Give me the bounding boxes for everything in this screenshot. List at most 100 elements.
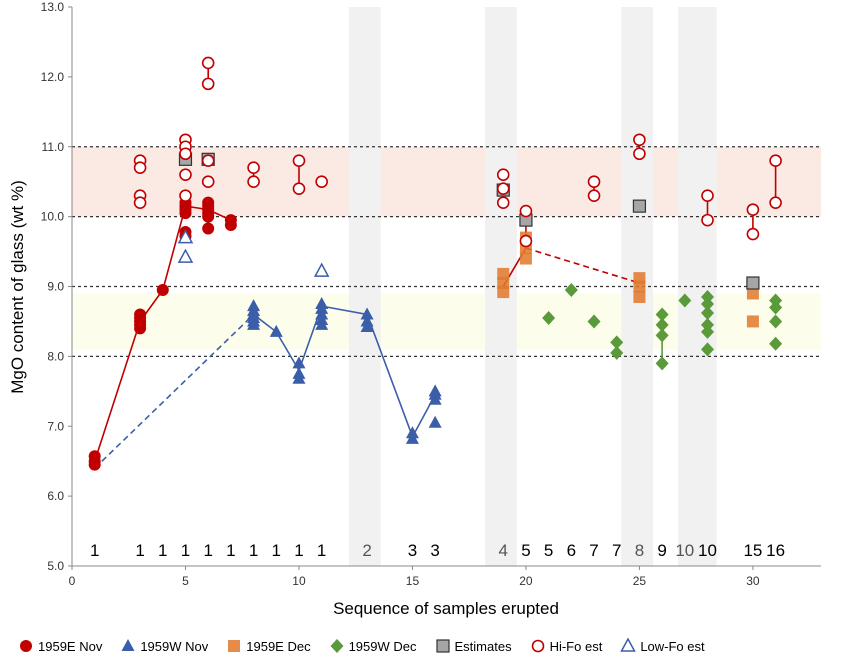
- legend: 1959E Nov 1959W Nov 1959E Dec 1959W Dec Esti…: [18, 636, 838, 656]
- legend-marker: [330, 639, 344, 653]
- y-axis-title: MgO content of glass (wt %): [8, 180, 27, 394]
- point-hi-fo-est: [769, 196, 782, 209]
- legend-marker: [435, 639, 450, 653]
- legend-item: Hi-Fo est: [530, 638, 602, 654]
- point-hi-fo-est: [769, 154, 782, 168]
- point-1959e-dec: [497, 267, 510, 280]
- point-1959w-nov: [360, 307, 374, 320]
- point-1959w-dec: [587, 314, 601, 329]
- x-axis-title: Sequence of samples erupted: [333, 599, 559, 618]
- point-hi-fo-est: [179, 168, 192, 181]
- legend-marker-shape: [531, 639, 544, 653]
- point-1959w-nov: [405, 431, 419, 444]
- episode-label: 5: [521, 541, 530, 560]
- legend-item: 1959W Nov: [120, 638, 208, 654]
- point-hi-fo-est: [201, 154, 215, 168]
- legend-item: 1959E Nov: [18, 638, 102, 654]
- x-tick-label: 5: [182, 574, 189, 588]
- point-1959e-nov: [88, 458, 101, 471]
- point-1959e-dec: [519, 252, 532, 265]
- point-hi-fo-est: [247, 175, 260, 188]
- y-tick-label: 8.0: [47, 349, 64, 363]
- point-1959w-dec: [655, 317, 669, 332]
- point-1959e-nov: [179, 207, 192, 220]
- point-low-fo-est: [313, 262, 330, 277]
- legend-item: Low-Fo est: [620, 638, 705, 654]
- point-hi-fo-est: [133, 196, 147, 209]
- legend-marker-shape: [20, 640, 32, 652]
- episode-label: 5: [544, 541, 553, 560]
- episode-label: 4: [499, 541, 508, 560]
- reference-lines: [72, 146, 821, 357]
- episode-label: 16: [766, 541, 785, 560]
- point-1959e-nov: [224, 219, 237, 232]
- x-tick-label: 25: [633, 574, 647, 588]
- point-hi-fo-est: [701, 213, 714, 227]
- point-hi-fo-est: [746, 203, 760, 216]
- trend-lines: [93, 62, 777, 469]
- point-1959e-dec: [497, 277, 510, 290]
- point-1959e-dec: [633, 280, 646, 293]
- point-1959w-dec: [542, 310, 556, 325]
- point-1959e-dec: [746, 315, 759, 328]
- data-points: [88, 56, 783, 471]
- point-1959w-dec: [701, 342, 715, 357]
- legend-marker: [121, 639, 135, 651]
- point-estimates: [746, 276, 760, 290]
- episode-label: 1: [226, 541, 235, 560]
- legend-marker: [20, 640, 32, 652]
- point-1959w-nov: [315, 317, 329, 330]
- point-hi-fo-est: [179, 147, 192, 161]
- point-1959w-dec: [655, 356, 669, 371]
- point-1959w-nov: [428, 415, 442, 428]
- y-tick-label: 10.0: [41, 210, 65, 224]
- episode-label: 10: [675, 541, 694, 560]
- point-1959e-dec: [497, 286, 510, 299]
- point-hi-fo-est: [496, 168, 510, 181]
- episode-label: 1: [181, 541, 190, 560]
- point-1959w-dec: [610, 335, 624, 350]
- legend-marker: [228, 640, 241, 652]
- point-low-fo-est: [177, 229, 194, 244]
- point-1959e-dec: [633, 290, 646, 303]
- legend-marker: [620, 638, 637, 652]
- point-hi-fo-est: [201, 56, 215, 70]
- y-tick-label: 13.0: [41, 0, 65, 14]
- point-1959w-dec: [701, 306, 715, 321]
- point-hi-fo-est: [179, 189, 192, 202]
- legend-marker-shape: [330, 639, 344, 653]
- legend-item: 1959W Dec: [329, 638, 417, 654]
- point-hi-fo-est: [292, 182, 306, 195]
- point-1959w-nov: [292, 371, 306, 384]
- connector-line: [94, 313, 255, 469]
- x-tick-label: 0: [69, 574, 76, 588]
- y-tick-label: 7.0: [47, 419, 64, 433]
- point-hi-fo-est: [633, 147, 646, 161]
- legend-label: 1959E Nov: [38, 638, 103, 654]
- legend-marker-shape: [121, 639, 135, 651]
- y-tick-label: 5.0: [47, 559, 64, 573]
- episode-label: 8: [635, 541, 644, 560]
- point-1959w-dec: [655, 328, 669, 343]
- episode-label: 1: [317, 541, 326, 560]
- point-1959w-dec: [701, 324, 715, 339]
- point-hi-fo-est: [746, 227, 760, 241]
- episode-label: 7: [589, 541, 598, 560]
- point-hi-fo-est: [587, 189, 601, 202]
- episode-label: 9: [657, 541, 666, 560]
- point-1959e-nov: [202, 210, 215, 223]
- point-hi-fo-est: [496, 182, 510, 195]
- point-1959w-dec: [655, 307, 669, 322]
- episode-label: 1: [272, 541, 281, 560]
- point-hi-fo-est: [519, 204, 533, 218]
- y-tick-label: 6.0: [47, 489, 64, 503]
- point-hi-fo-est: [133, 161, 147, 175]
- episode-label: 7: [612, 541, 621, 560]
- point-1959w-dec: [769, 314, 783, 329]
- legend-label: 1959E Dec: [246, 638, 311, 654]
- episode-label: 1: [90, 541, 99, 560]
- legend-label: 1959W Dec: [348, 638, 417, 654]
- point-hi-fo-est: [701, 189, 714, 202]
- episode-label: 1: [203, 541, 212, 560]
- episode-label: 3: [430, 541, 439, 560]
